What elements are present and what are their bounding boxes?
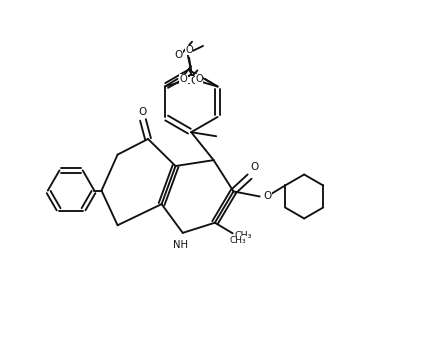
Text: CH₃: CH₃ xyxy=(230,236,247,245)
Text: O: O xyxy=(250,162,259,172)
Text: O: O xyxy=(139,107,147,117)
Text: CH₃: CH₃ xyxy=(234,231,252,240)
Text: O: O xyxy=(195,74,203,84)
Text: O: O xyxy=(184,76,192,86)
Text: O: O xyxy=(174,50,183,60)
Text: NH: NH xyxy=(173,240,188,250)
Text: O: O xyxy=(179,74,187,84)
Text: O: O xyxy=(190,76,198,86)
Text: O: O xyxy=(263,192,272,202)
Text: O: O xyxy=(185,45,193,55)
